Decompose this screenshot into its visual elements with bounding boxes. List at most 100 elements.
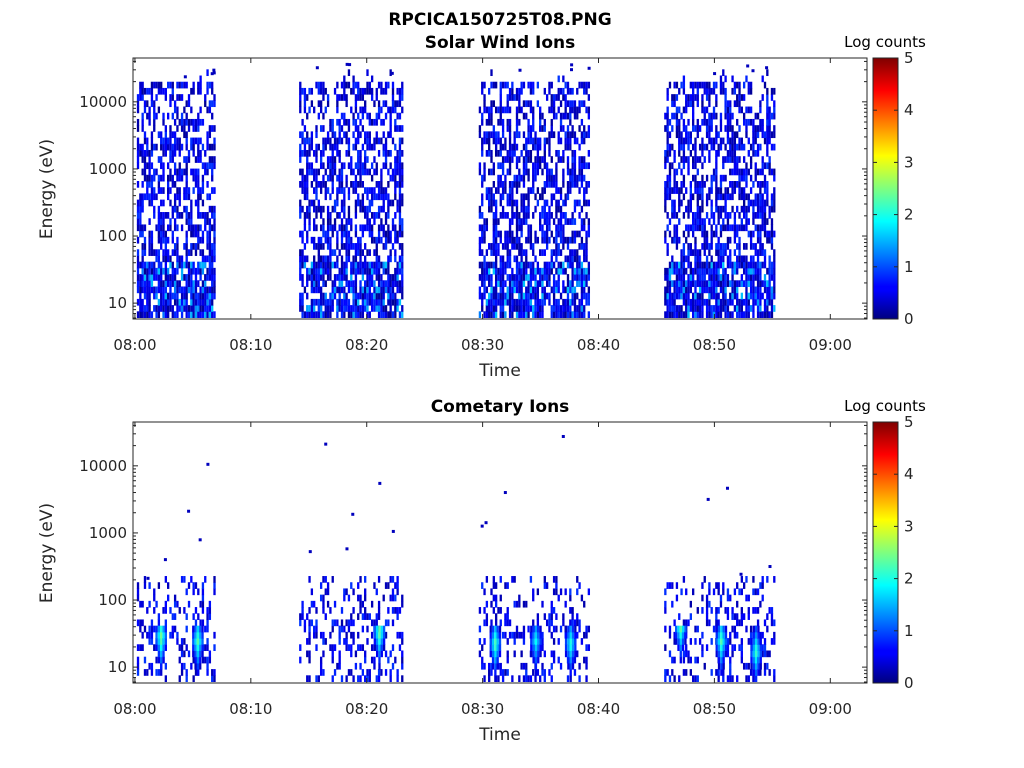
cometary-ions-cell	[736, 631, 739, 639]
cometary-ions-cell	[350, 582, 353, 589]
solar-wind-ions-cell	[555, 255, 558, 263]
solar-wind-ions-cell	[155, 274, 158, 281]
solar-wind-ions-cell	[673, 205, 676, 213]
cometary-ions-cell	[329, 631, 332, 639]
solar-wind-ions-cell	[338, 212, 341, 219]
solar-wind-ions-cell	[329, 224, 332, 232]
solar-wind-ions-cell	[368, 230, 371, 238]
solar-wind-ions-cell	[391, 274, 395, 281]
solar-wind-ions-cell	[712, 168, 716, 176]
solar-wind-ions-cell	[511, 149, 514, 157]
solar-wind-ions-cell	[729, 112, 732, 120]
solar-wind-ions-cell	[696, 100, 699, 108]
solar-wind-ions-cell	[736, 181, 739, 188]
solar-wind-ions-cell	[569, 118, 572, 126]
solar-wind-ions-cell	[211, 267, 214, 275]
solar-wind-ions-cell	[141, 87, 144, 95]
solar-wind-ions-cell	[361, 230, 365, 238]
solar-wind-ions-cell	[370, 143, 374, 151]
solar-wind-ions-cell	[527, 81, 530, 89]
solar-wind-ions-cell	[668, 81, 672, 89]
solar-wind-ions-cell	[183, 131, 186, 139]
solar-wind-ions-cell	[398, 168, 402, 176]
solar-wind-ions-cell	[352, 168, 355, 176]
solar-wind-ions-cell	[708, 100, 711, 108]
solar-wind-ions-cell	[722, 292, 725, 300]
solar-wind-ions-cell	[566, 131, 570, 139]
solar-wind-ions-cell	[569, 255, 572, 263]
solar-wind-ions-cell	[738, 87, 741, 95]
solar-wind-ions-cell	[187, 286, 191, 294]
solar-wind-ions-cell	[382, 292, 385, 300]
solar-wind-ions-cell	[190, 168, 193, 176]
solar-wind-ions-cell	[488, 280, 491, 287]
cometary-ions-cell	[740, 613, 743, 620]
cometary-ions-cell	[506, 650, 509, 658]
solar-wind-ions-cell	[736, 243, 739, 250]
solar-wind-ions-cell	[525, 298, 528, 306]
solar-wind-ions-cell	[361, 125, 365, 132]
solar-wind-ions-cell	[204, 100, 207, 108]
solar-wind-ions-cell	[698, 298, 702, 306]
solar-wind-ions-cell	[204, 292, 207, 300]
solar-wind-ions-cell	[370, 118, 374, 126]
solar-wind-ions-cell	[329, 162, 332, 170]
solar-wind-ions-cell	[548, 236, 551, 244]
solar-wind-ions-cell	[139, 224, 142, 232]
solar-wind-ions-cell	[745, 298, 748, 306]
solar-wind-ions-cell	[194, 305, 198, 312]
solar-wind-ions-cell	[756, 236, 760, 244]
solar-wind-ions-cell	[364, 243, 367, 250]
solar-wind-ions-cell	[675, 274, 679, 281]
cometary-ions-cell	[685, 644, 688, 651]
solar-wind-ions-cell	[322, 311, 325, 319]
solar-wind-ions-cell	[515, 311, 519, 319]
solar-wind-ions-cell	[583, 286, 586, 294]
cometary-ions-cell	[539, 675, 542, 683]
solar-wind-ions-cell	[492, 199, 495, 207]
solar-wind-ions-colorbar-tick-label: 2	[904, 206, 914, 224]
solar-wind-ions-cell	[511, 199, 514, 207]
solar-wind-ions-cell	[185, 230, 188, 238]
solar-wind-ions-cell	[692, 143, 695, 151]
solar-wind-ions-cell	[543, 187, 546, 194]
solar-wind-ions-cell	[685, 280, 688, 287]
cometary-ions-cell	[668, 582, 672, 589]
solar-wind-ions-cell	[740, 292, 743, 300]
cometary-ions-cell	[552, 576, 556, 583]
solar-wind-ions-cell	[169, 274, 172, 281]
solar-wind-ions-cell	[333, 162, 337, 170]
solar-wind-ions-cell	[497, 187, 500, 194]
solar-wind-ions-cell	[347, 205, 351, 213]
solar-wind-ions-cell	[192, 286, 195, 294]
solar-wind-ions-cell	[389, 162, 392, 170]
solar-wind-ions-cell	[197, 298, 200, 306]
solar-wind-ions-cell	[319, 187, 323, 194]
solar-wind-ions-cell	[136, 274, 140, 281]
solar-wind-ions-cell	[705, 261, 709, 269]
solar-wind-ions-cell	[340, 112, 344, 120]
solar-wind-ions-cell	[394, 280, 397, 287]
cometary-ions-cell	[747, 594, 750, 602]
solar-wind-ions-cell	[541, 156, 544, 163]
solar-wind-ions-cell	[199, 187, 202, 194]
cometary-ions-cell	[329, 607, 332, 614]
solar-wind-ions-cell	[398, 187, 402, 194]
solar-wind-ions-cell	[192, 125, 195, 132]
solar-wind-ions-cell	[359, 168, 362, 176]
solar-wind-ions-cell	[740, 311, 743, 319]
solar-wind-ions-cell	[150, 311, 154, 319]
solar-wind-ions-cell	[354, 137, 358, 145]
solar-wind-ions-cell	[759, 143, 762, 151]
solar-wind-ions-cell	[162, 137, 165, 145]
solar-wind-ions-cell	[694, 298, 697, 306]
solar-wind-ions-cell	[733, 212, 737, 219]
solar-wind-ions-cell	[333, 199, 337, 207]
solar-wind-ions-cell	[352, 255, 355, 263]
solar-wind-ions-cell	[359, 243, 362, 250]
solar-wind-ions-cell	[176, 168, 179, 176]
solar-wind-ions-cell	[513, 149, 516, 157]
solar-wind-ions-cell	[192, 187, 195, 194]
cometary-ions-cell	[194, 650, 197, 658]
solar-wind-ions-cell	[666, 149, 669, 157]
